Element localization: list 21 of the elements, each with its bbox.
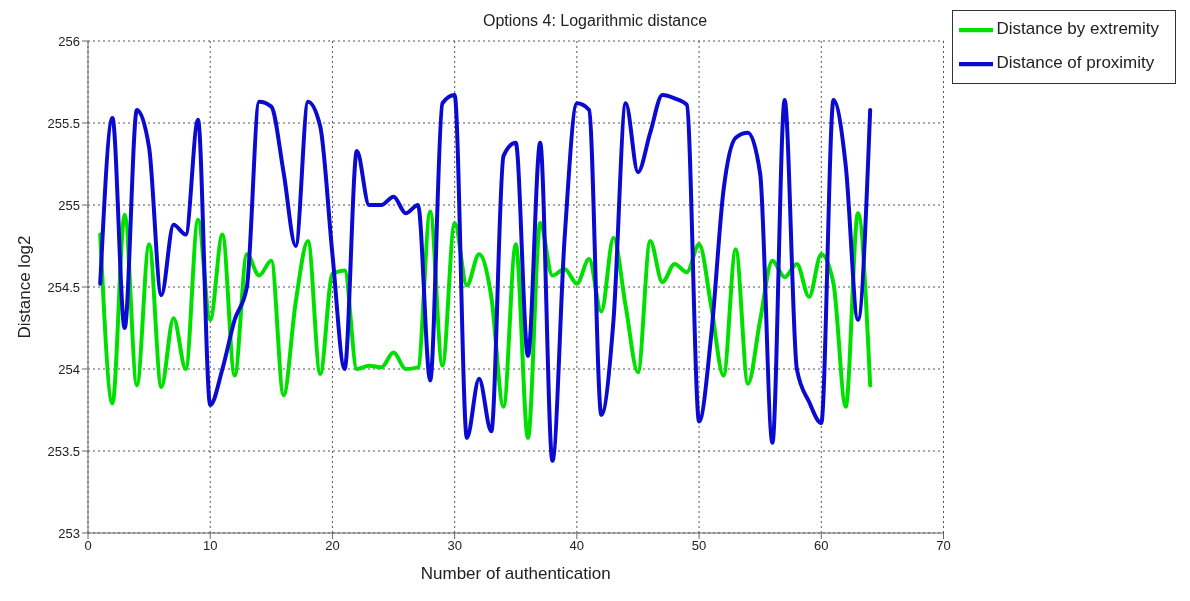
x-tick-label: 20 (325, 538, 340, 554)
x-tick-label: 60 (814, 538, 829, 554)
y-tick-label: 254 (58, 361, 80, 377)
y-tick-label: 253 (58, 525, 80, 541)
x-axis-title: Number of authentication (420, 564, 611, 583)
y-tick-label: 253.5 (47, 443, 80, 459)
legend-label: Distance by extremity (996, 19, 1159, 39)
y-axis-title: Distance log2 (15, 235, 35, 339)
x-tick-label: 50 (691, 538, 707, 554)
x-tick-label: 30 (447, 538, 462, 554)
legend-label: Distance of proximity (996, 53, 1155, 73)
y-tick-label: 256 (58, 33, 80, 49)
x-tick-label: 0 (84, 538, 92, 554)
x-tick-label: 10 (202, 538, 218, 554)
y-tick-label: 255 (58, 197, 80, 213)
line-series (98, 93, 873, 463)
x-tick-label: 40 (569, 538, 585, 554)
x-tick-label: 70 (936, 538, 951, 554)
y-tick-label: 255.5 (47, 115, 80, 131)
chart-title: Options 4: Logarithmic distance (482, 12, 708, 29)
y-tick-label: 254.5 (47, 279, 80, 295)
